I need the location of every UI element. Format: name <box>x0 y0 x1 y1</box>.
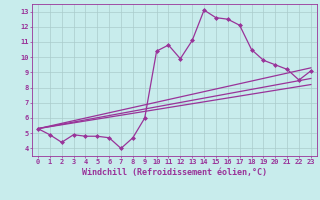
X-axis label: Windchill (Refroidissement éolien,°C): Windchill (Refroidissement éolien,°C) <box>82 168 267 177</box>
